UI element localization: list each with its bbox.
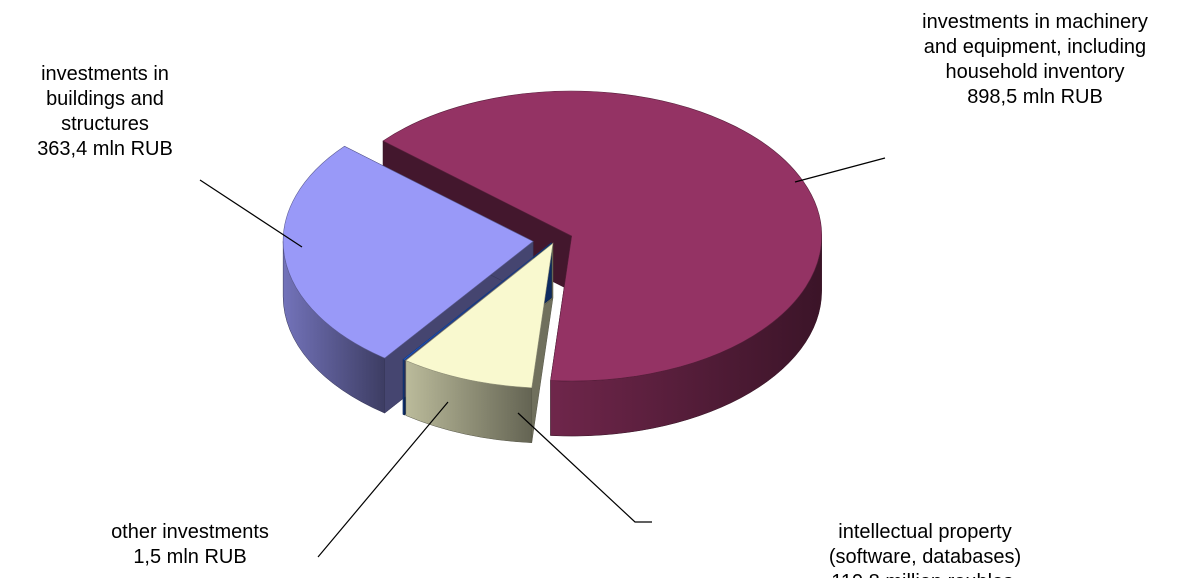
tops: [282, 90, 822, 389]
pie-slice: [282, 145, 534, 359]
slice-label: investments in machinery and equipment, …: [905, 10, 1165, 110]
slice-label: investments in buildings and structures …: [5, 62, 205, 162]
leader-line: [517, 412, 652, 523]
value-label: 363,4 mln RUB: [37, 138, 173, 160]
value-label: 898,5 mln RUB: [967, 86, 1103, 108]
category-label: other investments: [111, 521, 269, 543]
category-label: investments in machinery and equipment, …: [922, 11, 1148, 83]
category-label: intellectual property (software, databas…: [828, 521, 1022, 568]
slice-label: other investments 1,5 mln RUB: [70, 520, 310, 570]
slices: [282, 90, 822, 444]
pie-slice: [405, 242, 554, 389]
leader-line: [199, 179, 303, 248]
leader-line: [317, 401, 449, 558]
slice-label: intellectual property (software, databas…: [785, 520, 1065, 578]
leader-lines: [199, 157, 886, 558]
pie-slice: [382, 90, 822, 382]
value-label: 1,5 mln RUB: [133, 546, 247, 568]
category-label: investments in buildings and structures: [41, 63, 169, 135]
leader-line: [794, 157, 886, 183]
pie-slice: [402, 242, 552, 361]
value-label: 119.8 million roubles.: [785, 570, 1065, 578]
outer-wall: [402, 359, 405, 416]
